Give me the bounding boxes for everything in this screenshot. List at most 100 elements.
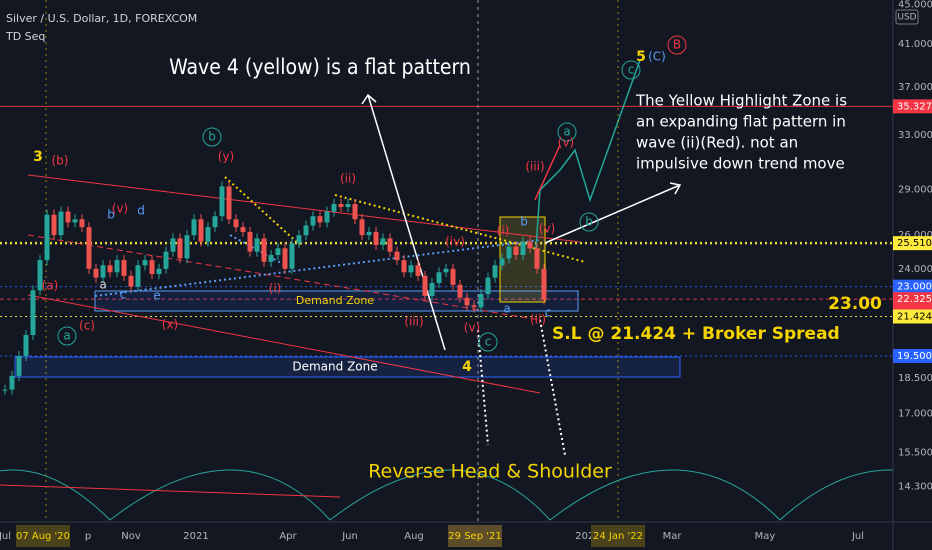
candle — [499, 258, 505, 266]
wave-circle — [478, 332, 498, 352]
y-tick-label: 41.000 — [898, 39, 932, 50]
candle — [457, 284, 463, 298]
wave-label: a — [563, 125, 570, 139]
candle — [177, 238, 183, 259]
candle — [247, 231, 253, 252]
wave-circle — [621, 60, 641, 80]
candle — [114, 260, 120, 273]
wave-label: c — [628, 63, 635, 77]
candle — [65, 211, 71, 223]
date-label-bg — [591, 525, 645, 547]
candle — [513, 246, 519, 256]
trend-line — [0, 484, 341, 498]
candle — [534, 248, 540, 269]
zone-note: The Yellow Highlight Zone is an expandin… — [635, 92, 847, 173]
candles — [2, 181, 547, 395]
candle — [289, 243, 295, 269]
wave-label: d — [137, 204, 145, 218]
y-tick-label: 29.000 — [898, 184, 932, 195]
candle — [100, 265, 106, 278]
candle — [184, 235, 190, 259]
wave-label: (v) — [539, 222, 555, 236]
wave-label: (ii) — [530, 313, 546, 327]
projection — [534, 59, 641, 263]
candle — [478, 294, 484, 308]
currency-box[interactable] — [895, 9, 919, 25]
wave-circle — [579, 212, 599, 232]
candle — [128, 275, 134, 287]
candle — [352, 204, 358, 220]
wave-label: (C) — [648, 50, 666, 64]
wave-label: (c) — [79, 319, 95, 333]
candle — [156, 268, 162, 275]
wave-label: B — [673, 38, 681, 52]
x-tick-label: 2022 — [575, 531, 600, 542]
wave-label: (y) — [218, 150, 234, 164]
candle — [58, 211, 64, 236]
x-tick-label: Aug — [404, 531, 424, 542]
candle — [296, 235, 302, 244]
wave-label: (i) — [269, 282, 282, 296]
candle — [317, 216, 323, 223]
price-label: 25.510 — [897, 238, 932, 249]
grid — [0, 105, 893, 357]
candle — [268, 255, 274, 262]
wave-label: a — [99, 278, 106, 292]
candle — [254, 238, 260, 252]
note-line: an expanding flat pattern in — [636, 113, 846, 131]
candle — [359, 219, 365, 236]
x-tick-label: May — [755, 531, 776, 542]
symbol[interactable]: Silver / U.S. Dollar, 1D, FOREXCOM — [6, 12, 197, 25]
wave-label: (i) — [497, 224, 510, 238]
candle — [303, 225, 309, 236]
candle — [44, 214, 50, 261]
yellow-line — [224, 176, 301, 246]
cycle-arcs — [0, 469, 932, 521]
wave-label: (iii) — [404, 315, 423, 329]
candle — [121, 260, 127, 276]
candle — [520, 241, 526, 256]
wave-circle — [667, 35, 687, 55]
price-label-bg — [893, 99, 932, 114]
candle — [373, 231, 379, 245]
candle — [366, 231, 372, 236]
demand-zone-box — [14, 356, 681, 378]
note-line: wave (ii)(Red). not an — [636, 134, 798, 152]
x-tick-label: Jul — [851, 531, 864, 542]
wave-circle — [202, 127, 222, 147]
wave-label: c — [545, 306, 552, 320]
pattern-label: Reverse Head & Shoulder — [368, 461, 612, 483]
wave-label: (b) — [52, 154, 69, 168]
candle — [275, 248, 281, 256]
candle — [282, 248, 288, 269]
x-tick-label: Nov — [121, 531, 141, 542]
annotation: Wave 4 (yellow) is a flat pattern — [169, 55, 471, 79]
arrow-head — [669, 182, 682, 195]
candle — [23, 335, 29, 357]
candle — [93, 268, 99, 278]
x-tick-label: Mar — [663, 531, 683, 542]
candle — [135, 265, 141, 287]
currency[interactable]: USD — [897, 13, 916, 23]
candle — [16, 356, 22, 376]
wave-label: (v) — [112, 202, 128, 216]
stop-loss: S.L @ 21.424 + Broker Spread — [552, 324, 840, 344]
price-label-bg — [893, 349, 932, 364]
x-tick-label: 2021 — [183, 531, 208, 542]
candle — [401, 260, 407, 273]
candle — [142, 260, 148, 266]
candle — [345, 204, 351, 208]
x-tick-label: Jul — [0, 531, 11, 542]
candle — [429, 283, 435, 296]
y-tick-label: 15.500 — [898, 448, 932, 459]
wave-label: b — [107, 208, 115, 222]
y-tick-label: 26.000 — [898, 230, 932, 241]
wave-label: (iii) — [525, 160, 544, 174]
x-tick-label: 29 Sep '21 — [448, 531, 501, 542]
indicator[interactable]: TD Seq — [5, 30, 45, 43]
wave-label: (v) — [464, 321, 480, 335]
price-axis — [893, 0, 932, 550]
candle — [310, 216, 316, 226]
wave-label: 3 — [33, 149, 43, 165]
